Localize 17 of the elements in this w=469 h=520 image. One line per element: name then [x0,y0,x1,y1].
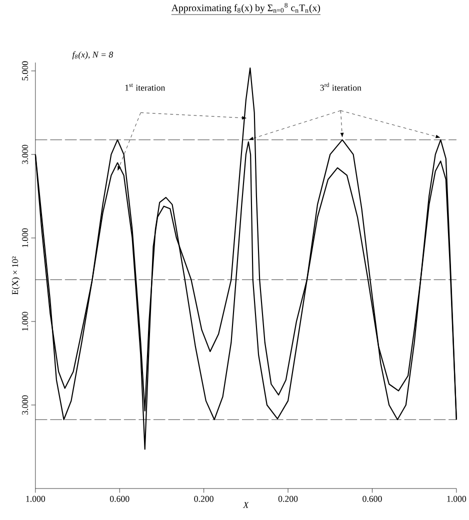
x-axis-title: X [242,502,249,508]
y-tick-label: 1.000 [22,228,28,248]
y-tick-label: 3.000 [22,144,28,164]
x-tick-label: 1.000 [26,496,45,502]
x-tick-label: 0.200 [278,496,298,502]
annotation: 1$^{st}$ iteration [125,84,165,91]
y-tick-label: 3.000 [22,395,28,415]
y-tick-label: 5.000 [22,61,28,80]
x-tick-label: 1.000 [447,496,466,502]
y-tick-label: 1.000 [22,312,28,331]
x-tick-label: 0.600 [110,496,130,502]
annotation: 3$^{rd}$ iteration [320,82,362,91]
x-tick-label: 0.200 [194,496,214,502]
y-axis-title: E(X) × 10² [12,256,20,295]
text: f$_{8}$(x), N = 8 [72,51,113,60]
x-tick-label: 0.600 [362,496,382,502]
chart-title: Approximating f$_{8}$(x) by Σ$_{n=0}$$^{8}$ c$_{n}$T$_{n}$(x) [171,2,320,14]
